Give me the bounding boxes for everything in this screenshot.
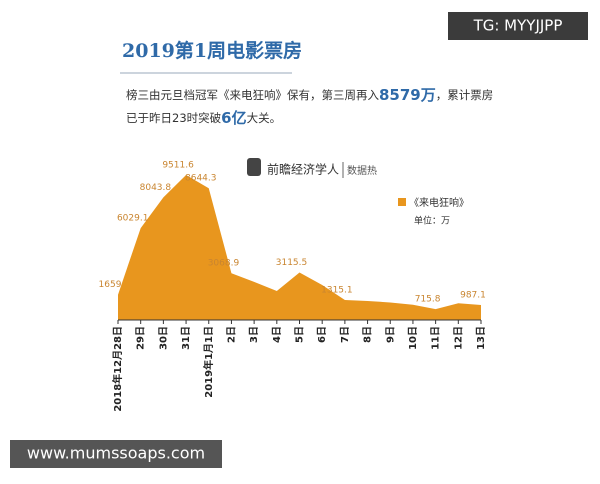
highlight: 8579万 <box>379 86 436 104</box>
x-tick-label: 2日 <box>225 326 237 343</box>
highlight: 6亿 <box>221 109 246 127</box>
legend-label: 《来电狂响》 <box>409 196 469 209</box>
watermark-box <box>448 12 588 40</box>
data-label: 1659 <box>99 280 122 290</box>
x-tick-label: 7日 <box>339 326 351 343</box>
x-tick-label: 9日 <box>384 326 396 343</box>
data-label: 1315.1 <box>321 285 353 295</box>
watermark: TG: MYYJJPP <box>473 17 563 35</box>
title: 2019第1周电影票房 <box>122 39 302 62</box>
data-label: 8644.3 <box>185 174 217 184</box>
x-tick-label: 2018年12月28日 <box>111 326 124 412</box>
data-label: 3068.9 <box>208 259 240 269</box>
unit-label: 单位：万 <box>414 215 450 227</box>
x-tick-label: 6日 <box>316 326 328 343</box>
paragraph: 榜三由元旦档冠军《来电狂响》保有，第三周再入8579万，累计票房已于昨日23时突… <box>126 86 493 127</box>
paragraph-line: 榜三由元旦档冠军《来电狂响》保有，第三周再入8579万，累计票房 <box>126 86 493 104</box>
text-span: 榜三由元旦档冠军《来电狂响》保有，第三周再入 <box>126 88 379 102</box>
x-tick-label: 12日 <box>452 326 464 350</box>
text-span: ，累计票房 <box>436 88 494 102</box>
x-tick-label: 10日 <box>407 326 419 350</box>
data-label: 715.8 <box>415 295 441 305</box>
footer-box <box>10 440 222 468</box>
x-tick-label: 4日 <box>271 326 283 343</box>
paragraph-line: 已于昨日23时突破6亿大关。 <box>126 109 281 127</box>
x-tick-label: 5日 <box>294 326 306 343</box>
area <box>118 175 481 320</box>
x-tick-label: 31日 <box>180 326 192 350</box>
logo-icon <box>247 158 261 176</box>
x-tick-label: 13日 <box>475 326 487 350</box>
logo-name: 前瞻经济学人 <box>267 162 339 177</box>
x-tick-label: 2019年1月1日 <box>202 326 215 398</box>
data-label: 8043.8 <box>140 183 172 193</box>
legend-swatch <box>398 198 406 206</box>
x-tick-label: 30日 <box>157 326 169 350</box>
data-label: 3115.5 <box>276 258 308 268</box>
text-span: 已于昨日23时突破 <box>126 111 222 125</box>
text-span: 大关。 <box>247 111 282 125</box>
x-tick-label: 8日 <box>362 326 374 343</box>
logo-tag: 数据热 <box>347 164 377 177</box>
x-tick-label: 3日 <box>248 326 260 343</box>
data-label: 987.1 <box>460 290 486 300</box>
footer: www.mumssoaps.com <box>27 444 205 463</box>
data-label: 9511.6 <box>162 161 194 171</box>
x-tick-label: 29日 <box>135 326 147 350</box>
data-label: 6029.1 <box>117 214 149 224</box>
x-tick-label: 11日 <box>430 326 442 350</box>
